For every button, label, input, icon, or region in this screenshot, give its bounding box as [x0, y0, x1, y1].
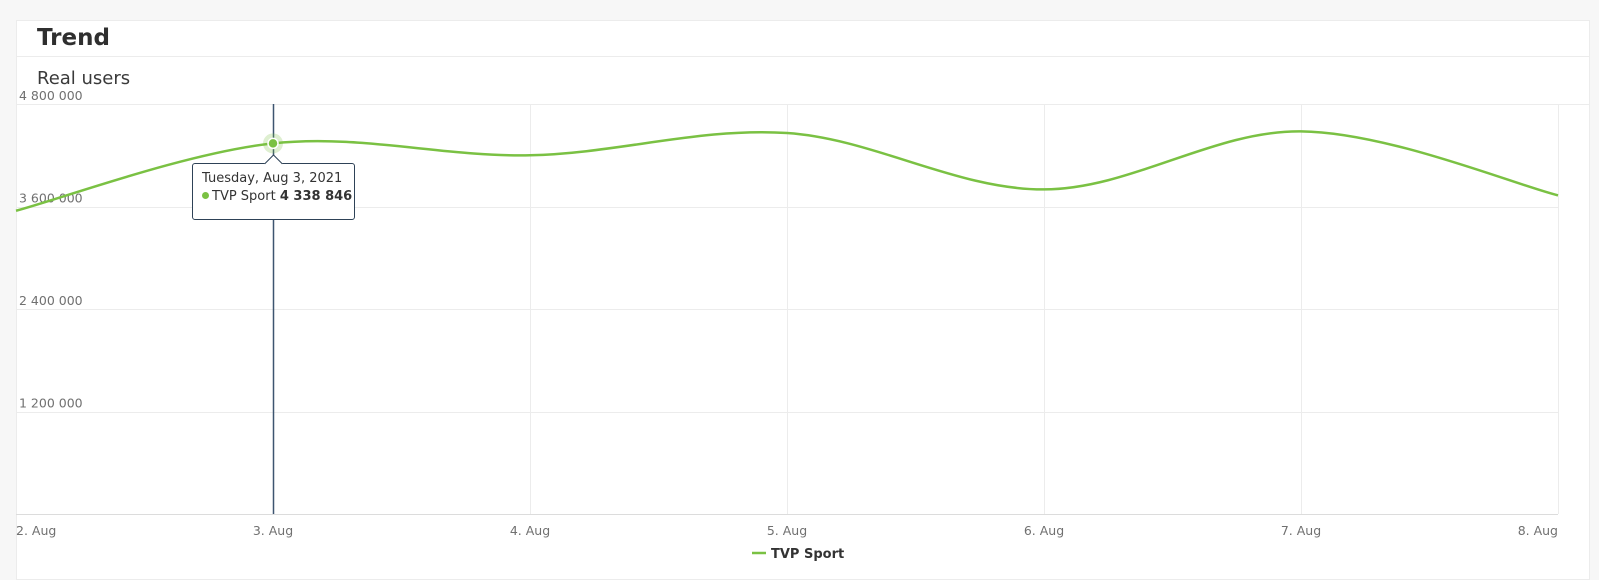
x-tick-label-1: 3. Aug — [253, 523, 293, 538]
tooltip-series-name: TVP Sport — [212, 189, 276, 204]
x-tick-label-3: 5. Aug — [767, 523, 807, 538]
y-tick-label-3: 4 800 000 — [19, 88, 83, 103]
x-tick-label-0: 2. Aug — [16, 523, 56, 538]
trend-card: Trend Real users — [16, 20, 1590, 580]
highlight-point — [267, 137, 279, 150]
x-tick-label-2: 4. Aug — [510, 523, 550, 538]
x-tick-label-4: 6. Aug — [1024, 523, 1064, 538]
tooltip-value: 4 338 846 — [279, 189, 353, 204]
legend[interactable]: TVP Sport — [752, 547, 844, 562]
y-tick-label-0: 1 200 000 — [19, 396, 83, 411]
tooltip-date: Tuesday, Aug 3, 2021 — [202, 171, 343, 186]
x-axis-labels: 2. Aug 3. Aug 4. Aug 5. Aug 6. Aug 7. Aug 8. A… — [16, 523, 1558, 538]
y-tick-label-1: 2 400 000 — [19, 293, 83, 308]
card-title: Trend — [37, 25, 110, 51]
tooltip-series-row: TVP Sport 4 338 846 — [202, 189, 352, 204]
x-tick-label-5: 7. Aug — [1281, 523, 1321, 538]
x-tick-label-6: 8. Aug — [1518, 523, 1558, 538]
chart-subtitle: Real users — [37, 68, 131, 89]
card-header: Trend — [17, 21, 1589, 57]
legend-item-0: TVP Sport — [771, 547, 844, 562]
data-tooltip: Tuesday, Aug 3, 2021 TVP Sport 4 338 846 — [192, 154, 355, 220]
series-layer — [15, 130, 1559, 212]
tooltip-series-dot-icon — [202, 192, 209, 199]
